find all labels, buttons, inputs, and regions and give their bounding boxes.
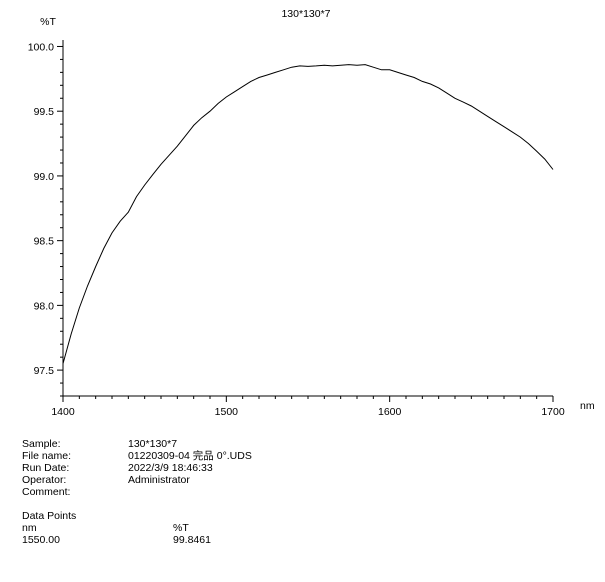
x-tick-label: 1400: [51, 406, 75, 418]
sample-label: Sample:: [22, 438, 61, 450]
x-axis-label: nm: [580, 400, 595, 412]
sample-info: Sample: 130*130*7 File name: 01220309-04…: [22, 438, 382, 502]
x-tick-label: 1600: [378, 406, 402, 418]
y-axis: 97.5 98.0 98.5 99.0 99.5 100.0: [28, 40, 64, 397]
y-tick-label: 98.0: [34, 300, 55, 312]
run-date-label: Run Date:: [22, 462, 70, 474]
data-points-table: Data Points nm %T 1550.00 99.8461: [22, 510, 382, 550]
x-tick-label: 1500: [215, 406, 239, 418]
y-tick-label: 100.0: [28, 41, 54, 53]
chart-title: 130*130*7: [281, 8, 330, 20]
operator-label: Operator:: [22, 474, 67, 486]
sample-value: 130*130*7: [128, 438, 178, 450]
y-axis-label: %T: [40, 16, 56, 28]
percent-t-column-header: %T: [173, 522, 189, 534]
data-points-heading: Data Points: [22, 510, 77, 522]
run-date-value: 2022/3/9 18:46:33: [128, 462, 213, 474]
transmission-chart: 130*130*7 %T nm 97.5 98.0 98.5 99.0 99.5 100.…: [28, 8, 595, 418]
x-axis: 1400 1500 1600 1700: [51, 395, 565, 418]
data-point-nm-value: 1550.00: [22, 534, 60, 546]
operator-value: Administrator: [128, 474, 190, 486]
y-tick-label: 98.5: [34, 236, 55, 248]
y-tick-label: 97.5: [34, 365, 55, 377]
data-point-percent-t-value: 99.8461: [173, 534, 211, 546]
nm-column-header: nm: [22, 522, 37, 534]
file-name-value: 01220309-04 完品 0°.UDS: [128, 450, 252, 462]
x-tick-label: 1700: [541, 406, 565, 418]
transmission-line: [62, 64, 554, 364]
file-name-label: File name:: [22, 450, 72, 462]
comment-label: Comment:: [22, 486, 71, 498]
y-tick-label: 99.0: [34, 171, 55, 183]
plot-area: [62, 64, 554, 364]
y-tick-label: 99.5: [34, 106, 55, 118]
